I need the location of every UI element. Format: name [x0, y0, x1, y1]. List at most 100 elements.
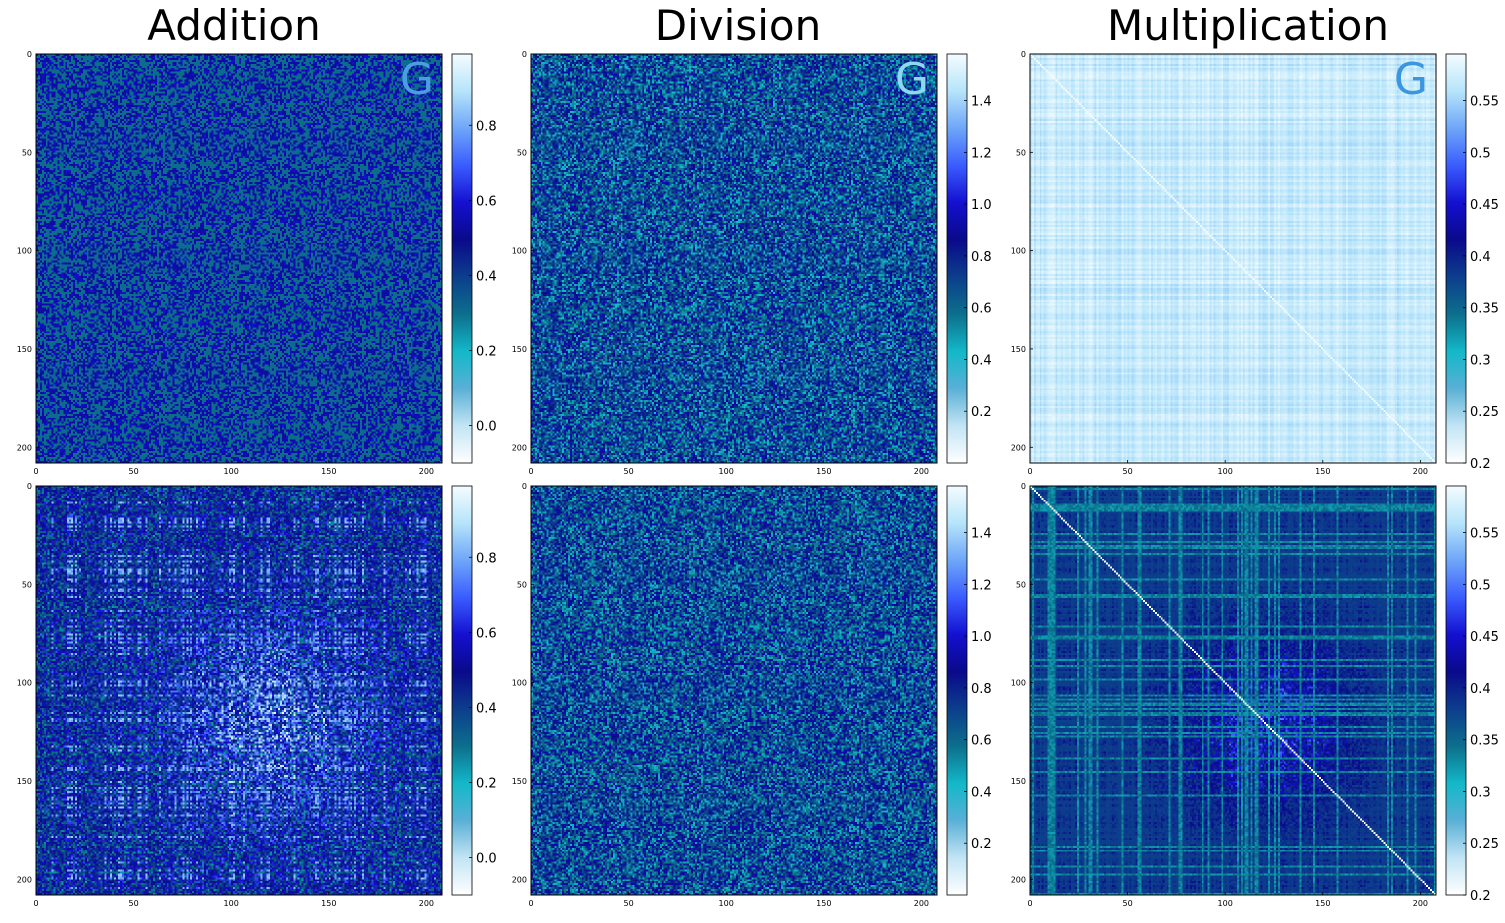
heatmap-image: [1030, 54, 1436, 463]
y-tick-label: 100: [1011, 247, 1026, 256]
y-tick-label: 200: [17, 875, 32, 884]
colorbar: [451, 53, 473, 464]
y-tick-label: 0: [1021, 50, 1026, 59]
colorbar-tick-label: 0.5: [1470, 146, 1491, 161]
x-tick-label: 100: [1218, 899, 1233, 908]
y-tick-label: 100: [1011, 679, 1026, 688]
y-tick-label: 150: [17, 777, 32, 786]
colorbar: [1445, 485, 1467, 896]
colorbar-tick-label: 0.45: [1470, 630, 1499, 645]
y-tick-label: 100: [17, 247, 32, 256]
panel-title: Division: [655, 1, 821, 50]
colorbar-tick-label: 0.4: [476, 269, 497, 284]
heatmap-frame: [35, 485, 443, 896]
y-tick-label: 200: [512, 875, 527, 884]
colorbar-tick-label: 1.2: [971, 578, 992, 593]
colorbar-tick-label: 0.8: [476, 551, 497, 566]
y-tick-label: 50: [517, 580, 527, 589]
y-tick-label: 100: [512, 247, 527, 256]
colorbar-tick-label: 0.6: [971, 734, 992, 749]
colorbar-tick-label: 0.6: [476, 626, 497, 641]
colorbar-tick-label: 0.4: [971, 785, 992, 800]
heatmap-frame: [1029, 485, 1437, 896]
panel-multiplication-top: Multiplication 0 50 100 150 200 0 50 100 150 200 0.…: [1011, 1, 1499, 476]
colorbar-tick-label: 0.4: [1470, 682, 1491, 697]
y-tick-label: 150: [17, 345, 32, 354]
y-tick-label: 150: [1011, 777, 1026, 786]
colorbar-tick-label: 0.2: [1470, 457, 1491, 472]
x-tick-label: 200: [419, 899, 434, 908]
colorbar: [1445, 53, 1467, 464]
colorbar: [946, 53, 968, 464]
x-tick-label: 100: [1218, 467, 1233, 476]
x-tick-label: 200: [419, 467, 434, 476]
colorbar: [946, 485, 968, 896]
colorbar-tick-label: 0.45: [1470, 198, 1499, 213]
x-tick-label: 50: [1123, 899, 1133, 908]
colorbar-tick-label: 0.25: [1470, 405, 1499, 420]
y-tick-label: 50: [1016, 148, 1026, 157]
heatmap-frame: [530, 53, 938, 464]
x-tick-label: 0: [33, 899, 38, 908]
x-tick-label: 150: [816, 899, 831, 908]
x-tick-label: 200: [914, 899, 929, 908]
y-tick-label: 200: [1011, 875, 1026, 884]
x-tick-label: 100: [719, 899, 734, 908]
colorbar-tick-label: 1.2: [971, 146, 992, 161]
y-tick-label: 50: [22, 148, 32, 157]
x-tick-label: 100: [224, 467, 239, 476]
colorbar-tick-label: 0.4: [476, 701, 497, 716]
x-tick-label: 100: [719, 467, 734, 476]
y-tick-label: 0: [522, 50, 527, 59]
colorbar-tick-label: 0.4: [1470, 250, 1491, 265]
badge-g-label: G: [895, 54, 929, 105]
heatmap-frame: [1029, 53, 1437, 464]
y-tick-label: 0: [522, 482, 527, 491]
x-tick-label: 50: [624, 467, 634, 476]
colorbar-tick-label: 0.35: [1470, 734, 1499, 749]
colorbar-tick-label: 1.4: [971, 527, 992, 542]
panel-addition-bottom: 0 50 100 150 200 0 50 100 150 200 0.0 0.2 0.4 0.6 0.8: [17, 482, 497, 908]
colorbar-tick-label: 0.2: [476, 776, 497, 791]
x-tick-label: 50: [129, 899, 139, 908]
colorbar-tick-label: 0.2: [971, 405, 992, 420]
colorbar-tick-label: 0.55: [1470, 527, 1499, 542]
heatmap-frame: [530, 485, 938, 896]
heatmap-image: [36, 54, 442, 463]
colorbar-tick-label: 1.0: [971, 630, 992, 645]
heatmap-image: [36, 486, 442, 895]
badge-g-label: G: [1394, 54, 1428, 105]
colorbar-tick-label: 1.4: [971, 95, 992, 110]
colorbar-tick-label: 0.3: [1470, 785, 1491, 800]
colorbar-tick-label: 0.55: [1470, 95, 1499, 110]
heatmap-image: [531, 54, 937, 463]
y-tick-label: 50: [1016, 580, 1026, 589]
colorbar-tick-label: 0.2: [971, 837, 992, 852]
heatmap-image: [531, 486, 937, 895]
x-tick-label: 200: [1413, 467, 1428, 476]
y-tick-label: 200: [17, 443, 32, 452]
colorbar-tick-label: 0.6: [476, 194, 497, 209]
panel-division-top: Division 0 50 100 150 200 0 50 100 150 200 0.2 0.4 0.…: [512, 1, 992, 476]
y-tick-label: 0: [27, 50, 32, 59]
x-tick-label: 0: [528, 467, 533, 476]
y-tick-label: 200: [512, 443, 527, 452]
y-tick-label: 0: [1021, 482, 1026, 491]
colorbar-tick-label: 0.8: [476, 119, 497, 134]
panel-multiplication-bottom: 0 50 100 150 200 0 50 100 150 200 0.2 0.25 0.3 0.35 0.…: [1011, 482, 1499, 908]
x-tick-label: 100: [224, 899, 239, 908]
x-tick-label: 0: [33, 467, 38, 476]
colorbar-tick-label: 0.2: [1470, 889, 1491, 904]
x-tick-label: 150: [321, 467, 336, 476]
colorbar-tick-label: 1.0: [971, 198, 992, 213]
heatmap-frame: [35, 53, 443, 464]
colorbar-tick-label: 0.6: [971, 302, 992, 317]
colorbar-tick-label: 0.8: [971, 250, 992, 265]
x-tick-label: 0: [528, 899, 533, 908]
x-tick-label: 0: [1027, 467, 1032, 476]
panel-title: Multiplication: [1107, 1, 1389, 50]
colorbar-tick-label: 0.25: [1470, 837, 1499, 852]
x-tick-label: 50: [624, 899, 634, 908]
x-tick-label: 150: [1315, 467, 1330, 476]
